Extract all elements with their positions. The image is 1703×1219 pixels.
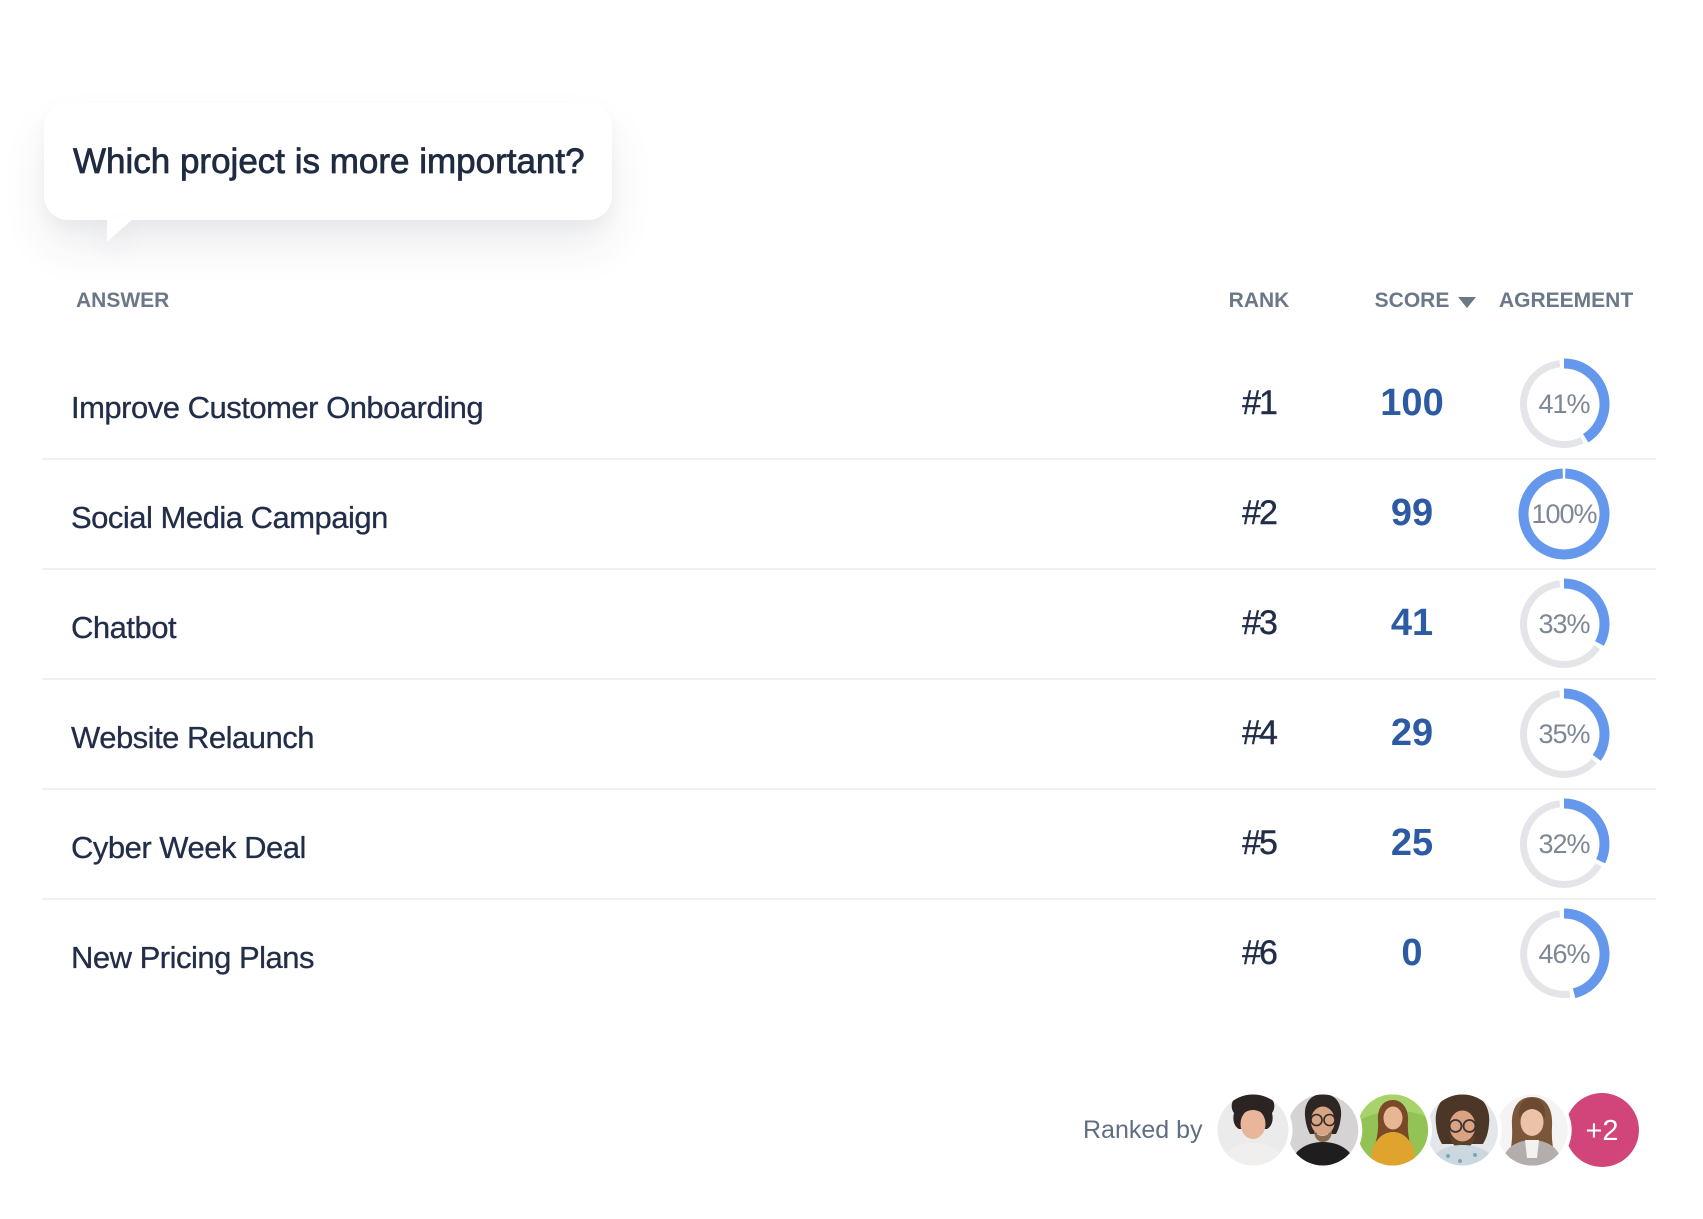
svg-text:+2: +2 [1585, 1115, 1618, 1147]
